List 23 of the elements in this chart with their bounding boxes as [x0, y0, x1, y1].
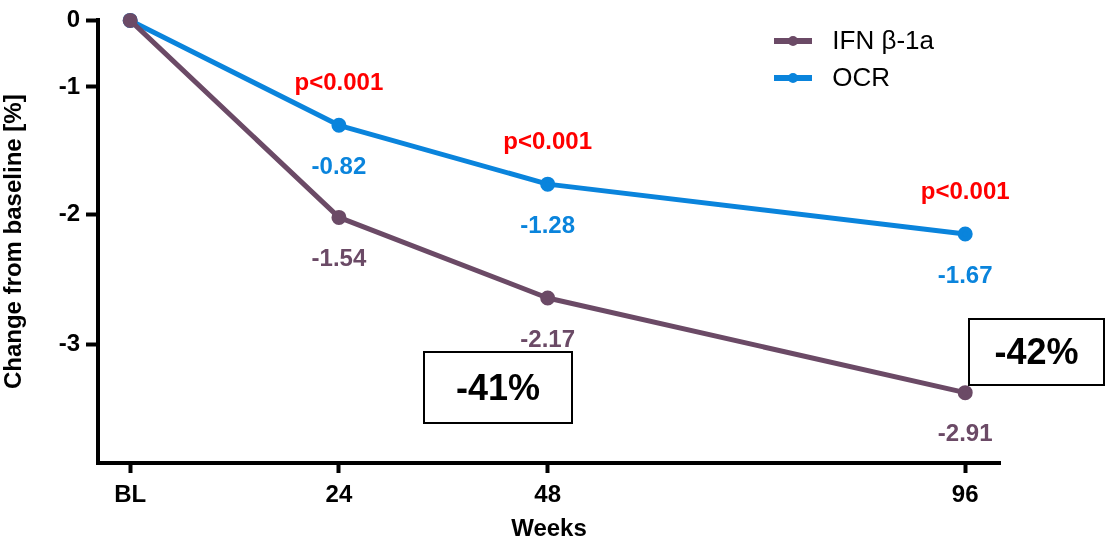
legend-label: IFN β-1a: [832, 24, 934, 57]
data-label: -2.91: [937, 419, 993, 447]
x-axis-title: Weeks: [511, 514, 587, 542]
annotation: p<0.001: [294, 67, 384, 95]
x-tick-label: 48: [534, 480, 562, 508]
data-label: -0.82: [311, 151, 367, 179]
x-tick-label: BL: [114, 480, 147, 508]
y-tick-label: -2: [58, 199, 80, 227]
annotation: p<0.001: [920, 176, 1010, 204]
data-label: -1.67: [937, 260, 993, 288]
y-tick-label: -1: [58, 71, 80, 99]
annotation: p<0.001: [503, 126, 593, 154]
data-label: -1.28: [520, 210, 576, 238]
data-label: -1.54: [311, 244, 367, 272]
legend-label: OCR: [832, 61, 891, 94]
y-tick-label: 0: [66, 5, 80, 33]
y-tick-label: -3: [58, 328, 80, 356]
y-axis-title: Change from baseline [%]: [0, 94, 27, 390]
annotation: -42%: [968, 318, 1105, 386]
x-tick-label: 24: [325, 480, 353, 508]
x-tick-label: 96: [951, 480, 979, 508]
data-label: -2.17: [520, 324, 576, 352]
annotation: -41%: [423, 351, 573, 424]
